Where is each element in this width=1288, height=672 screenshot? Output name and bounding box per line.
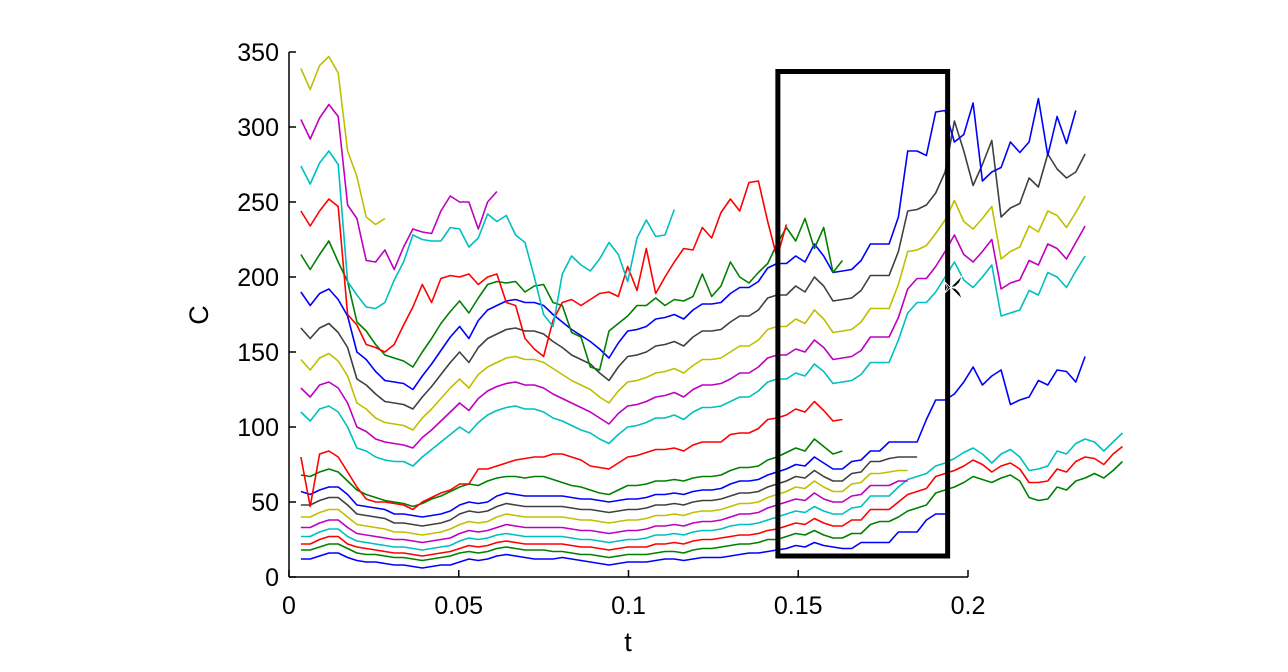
series-line-s9: [300, 438, 843, 508]
series-line-s8: [300, 356, 1086, 518]
y-axis-label: C: [184, 305, 214, 325]
y-tick-label: 150: [237, 339, 279, 367]
series-line-s12: [300, 225, 1086, 449]
series-line-s16: [300, 217, 844, 371]
x-tick-label: 0: [282, 592, 296, 620]
x-tick-label: 0.2: [951, 592, 986, 620]
series-line-s7: [300, 456, 918, 527]
x-tick-label: 0.1: [611, 592, 646, 620]
move-cursor-icon: [944, 275, 963, 300]
series-line-s18: [300, 150, 676, 328]
series-line-s20: [300, 55, 386, 226]
x-tick-label: 0.05: [434, 592, 483, 620]
selection-box[interactable]: [775, 69, 951, 559]
x-ticks: 0 0.05 0.1 0.15 0.2: [282, 570, 985, 620]
y-tick-label: 350: [237, 39, 279, 67]
series-line-s2: [300, 460, 1124, 562]
y-tick-label: 250: [237, 189, 279, 217]
series-line-s11: [300, 255, 1086, 467]
y-tick-label: 50: [251, 489, 279, 517]
y-tick-label: 200: [237, 264, 279, 292]
y-ticks: 0 50 100 150 200 250 300 350: [237, 39, 296, 592]
x-tick-label: 0.15: [774, 592, 823, 620]
series-line-s10: [300, 400, 843, 511]
axes: 0 50 100 150 200 250 300 350 0 0.05 0.1 0.15 0.2: [237, 39, 985, 620]
series-line-s14: [300, 120, 1086, 410]
series-line-s1: [300, 513, 946, 569]
series-line-s19: [300, 103, 498, 271]
y-tick-label: 100: [237, 414, 279, 442]
y-tick-label: 0: [265, 564, 279, 592]
series-line-s6: [300, 469, 908, 536]
series-line-s17: [300, 180, 788, 358]
x-axis-label: t: [624, 627, 632, 657]
series-line-s3: [300, 445, 1123, 557]
series-lines: [300, 55, 1124, 569]
series-line-s5: [300, 480, 908, 544]
y-tick-label: 300: [237, 114, 279, 142]
series-line-s13: [300, 195, 1086, 431]
series-line-s4: [300, 432, 1124, 551]
